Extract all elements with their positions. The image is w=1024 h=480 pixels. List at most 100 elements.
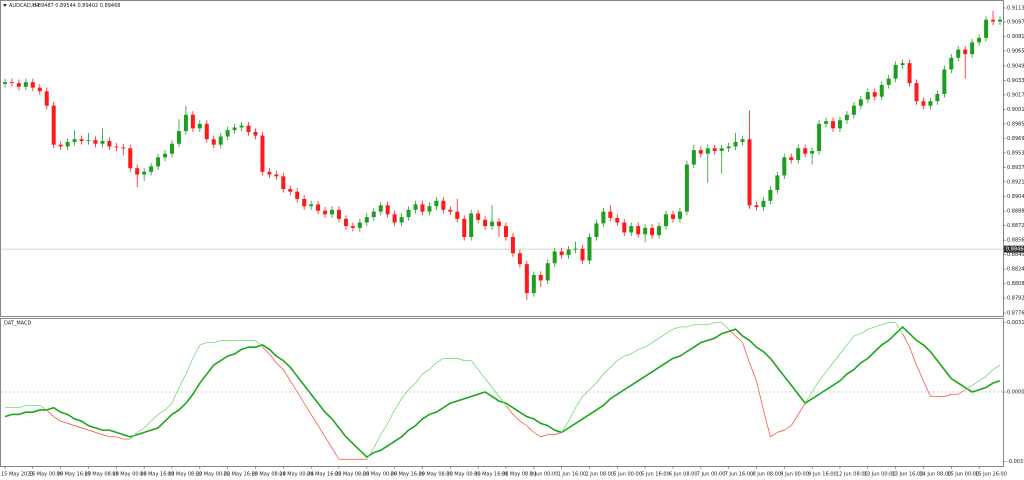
candle-body xyxy=(984,19,989,38)
candle-body xyxy=(914,83,919,102)
candle-body xyxy=(156,157,161,167)
y-tick-label: 0.90975 xyxy=(1007,20,1024,26)
x-tick-label: 14 Jun 08:00 xyxy=(919,472,951,478)
signal-segment xyxy=(909,347,917,366)
x-tick-label: 25 May 08:00 xyxy=(335,472,369,478)
signal-segment xyxy=(804,391,813,404)
candle-body xyxy=(197,123,202,129)
x-tick-label: 13 Jun 00:00 xyxy=(864,472,896,478)
y-tick-label: 0.89045 xyxy=(1007,194,1024,200)
signal-segment xyxy=(408,382,416,391)
signal-segment xyxy=(707,322,715,326)
candle-body xyxy=(121,147,126,149)
candle-body xyxy=(246,125,251,132)
signal-segment xyxy=(665,328,674,334)
candle-body xyxy=(9,82,14,84)
candle-body xyxy=(37,87,42,92)
signal-segment xyxy=(860,328,868,334)
candle-body xyxy=(16,83,21,87)
signal-segment xyxy=(728,328,736,337)
candle-body xyxy=(998,19,1002,22)
y-tick-label: 0.90655 xyxy=(1007,48,1024,54)
candle-body xyxy=(657,226,662,236)
candle-body xyxy=(636,226,641,235)
signal-segment xyxy=(415,373,423,384)
candle-body xyxy=(58,144,63,147)
candle-body xyxy=(288,189,293,192)
candle-body xyxy=(385,205,390,215)
signal-segment xyxy=(895,322,903,334)
signal-segment xyxy=(289,380,298,393)
candle-body xyxy=(740,139,745,142)
candle-body xyxy=(684,164,689,212)
signal-segment xyxy=(881,322,889,326)
candle-body xyxy=(594,223,599,237)
candle-body xyxy=(956,49,961,58)
candle-body xyxy=(650,227,655,236)
candle-body xyxy=(872,92,877,97)
candle-body xyxy=(886,78,891,85)
candle-body xyxy=(573,248,578,250)
x-tick-label: 17 May 08:00 xyxy=(84,472,118,478)
signal-segment xyxy=(832,353,841,364)
candle-body xyxy=(309,204,314,207)
candle-body xyxy=(260,135,265,172)
signal-segment xyxy=(617,355,625,361)
candle-body xyxy=(371,211,376,218)
signal-segment xyxy=(171,387,180,404)
candle-body xyxy=(726,146,731,149)
y-tick-label: 0.88565 xyxy=(1007,238,1024,244)
x-tick-label: 22 May 00:00 xyxy=(196,472,230,478)
signal-segment xyxy=(874,324,882,328)
candle-body xyxy=(427,206,432,212)
signal-segment xyxy=(484,378,493,388)
candle-body xyxy=(538,274,543,281)
candle-body xyxy=(128,148,133,169)
signal-segment xyxy=(721,322,729,330)
candle-body xyxy=(824,121,829,124)
signal-segment xyxy=(81,427,89,431)
x-tick-label: 9 Jun 16:00 xyxy=(808,472,837,478)
candle-body xyxy=(392,214,397,223)
menu-arrow[interactable] xyxy=(3,4,7,7)
candle-body xyxy=(323,210,328,215)
candle-body xyxy=(851,105,856,115)
candle-body xyxy=(691,150,696,165)
candle-body xyxy=(796,148,801,161)
signal-segment xyxy=(790,414,799,426)
candle-body xyxy=(977,37,982,43)
signal-segment xyxy=(818,371,827,382)
candle-body xyxy=(615,217,620,223)
candle-body xyxy=(761,200,766,208)
signal-segment xyxy=(554,432,562,435)
candle-body xyxy=(190,114,195,129)
signal-segment xyxy=(366,447,375,460)
signal-segment xyxy=(992,364,1001,370)
signal-segment xyxy=(512,414,521,422)
candle-body xyxy=(330,209,335,215)
signal-segment xyxy=(777,429,785,433)
candle-body xyxy=(3,82,7,85)
candle-body xyxy=(274,174,279,177)
signal-segment xyxy=(199,342,207,346)
candle-body xyxy=(503,226,508,237)
signal-segment xyxy=(262,346,270,355)
signal-segment xyxy=(394,398,402,411)
signal-segment xyxy=(985,369,994,377)
candle-body xyxy=(30,82,35,88)
signal-segment xyxy=(846,335,855,346)
y-tick-label: 0.90815 xyxy=(1007,34,1024,40)
candle-body xyxy=(768,189,773,201)
candle-body xyxy=(643,227,648,235)
candle-body xyxy=(302,198,307,207)
candle-body xyxy=(601,211,606,224)
candle-body xyxy=(935,93,940,102)
signal-segment xyxy=(839,344,848,355)
y-tick-label: 0.0031 xyxy=(1007,320,1024,326)
price-label: 0.88466 xyxy=(1006,247,1024,253)
candle-body xyxy=(211,139,216,145)
signal-segment xyxy=(310,414,319,426)
